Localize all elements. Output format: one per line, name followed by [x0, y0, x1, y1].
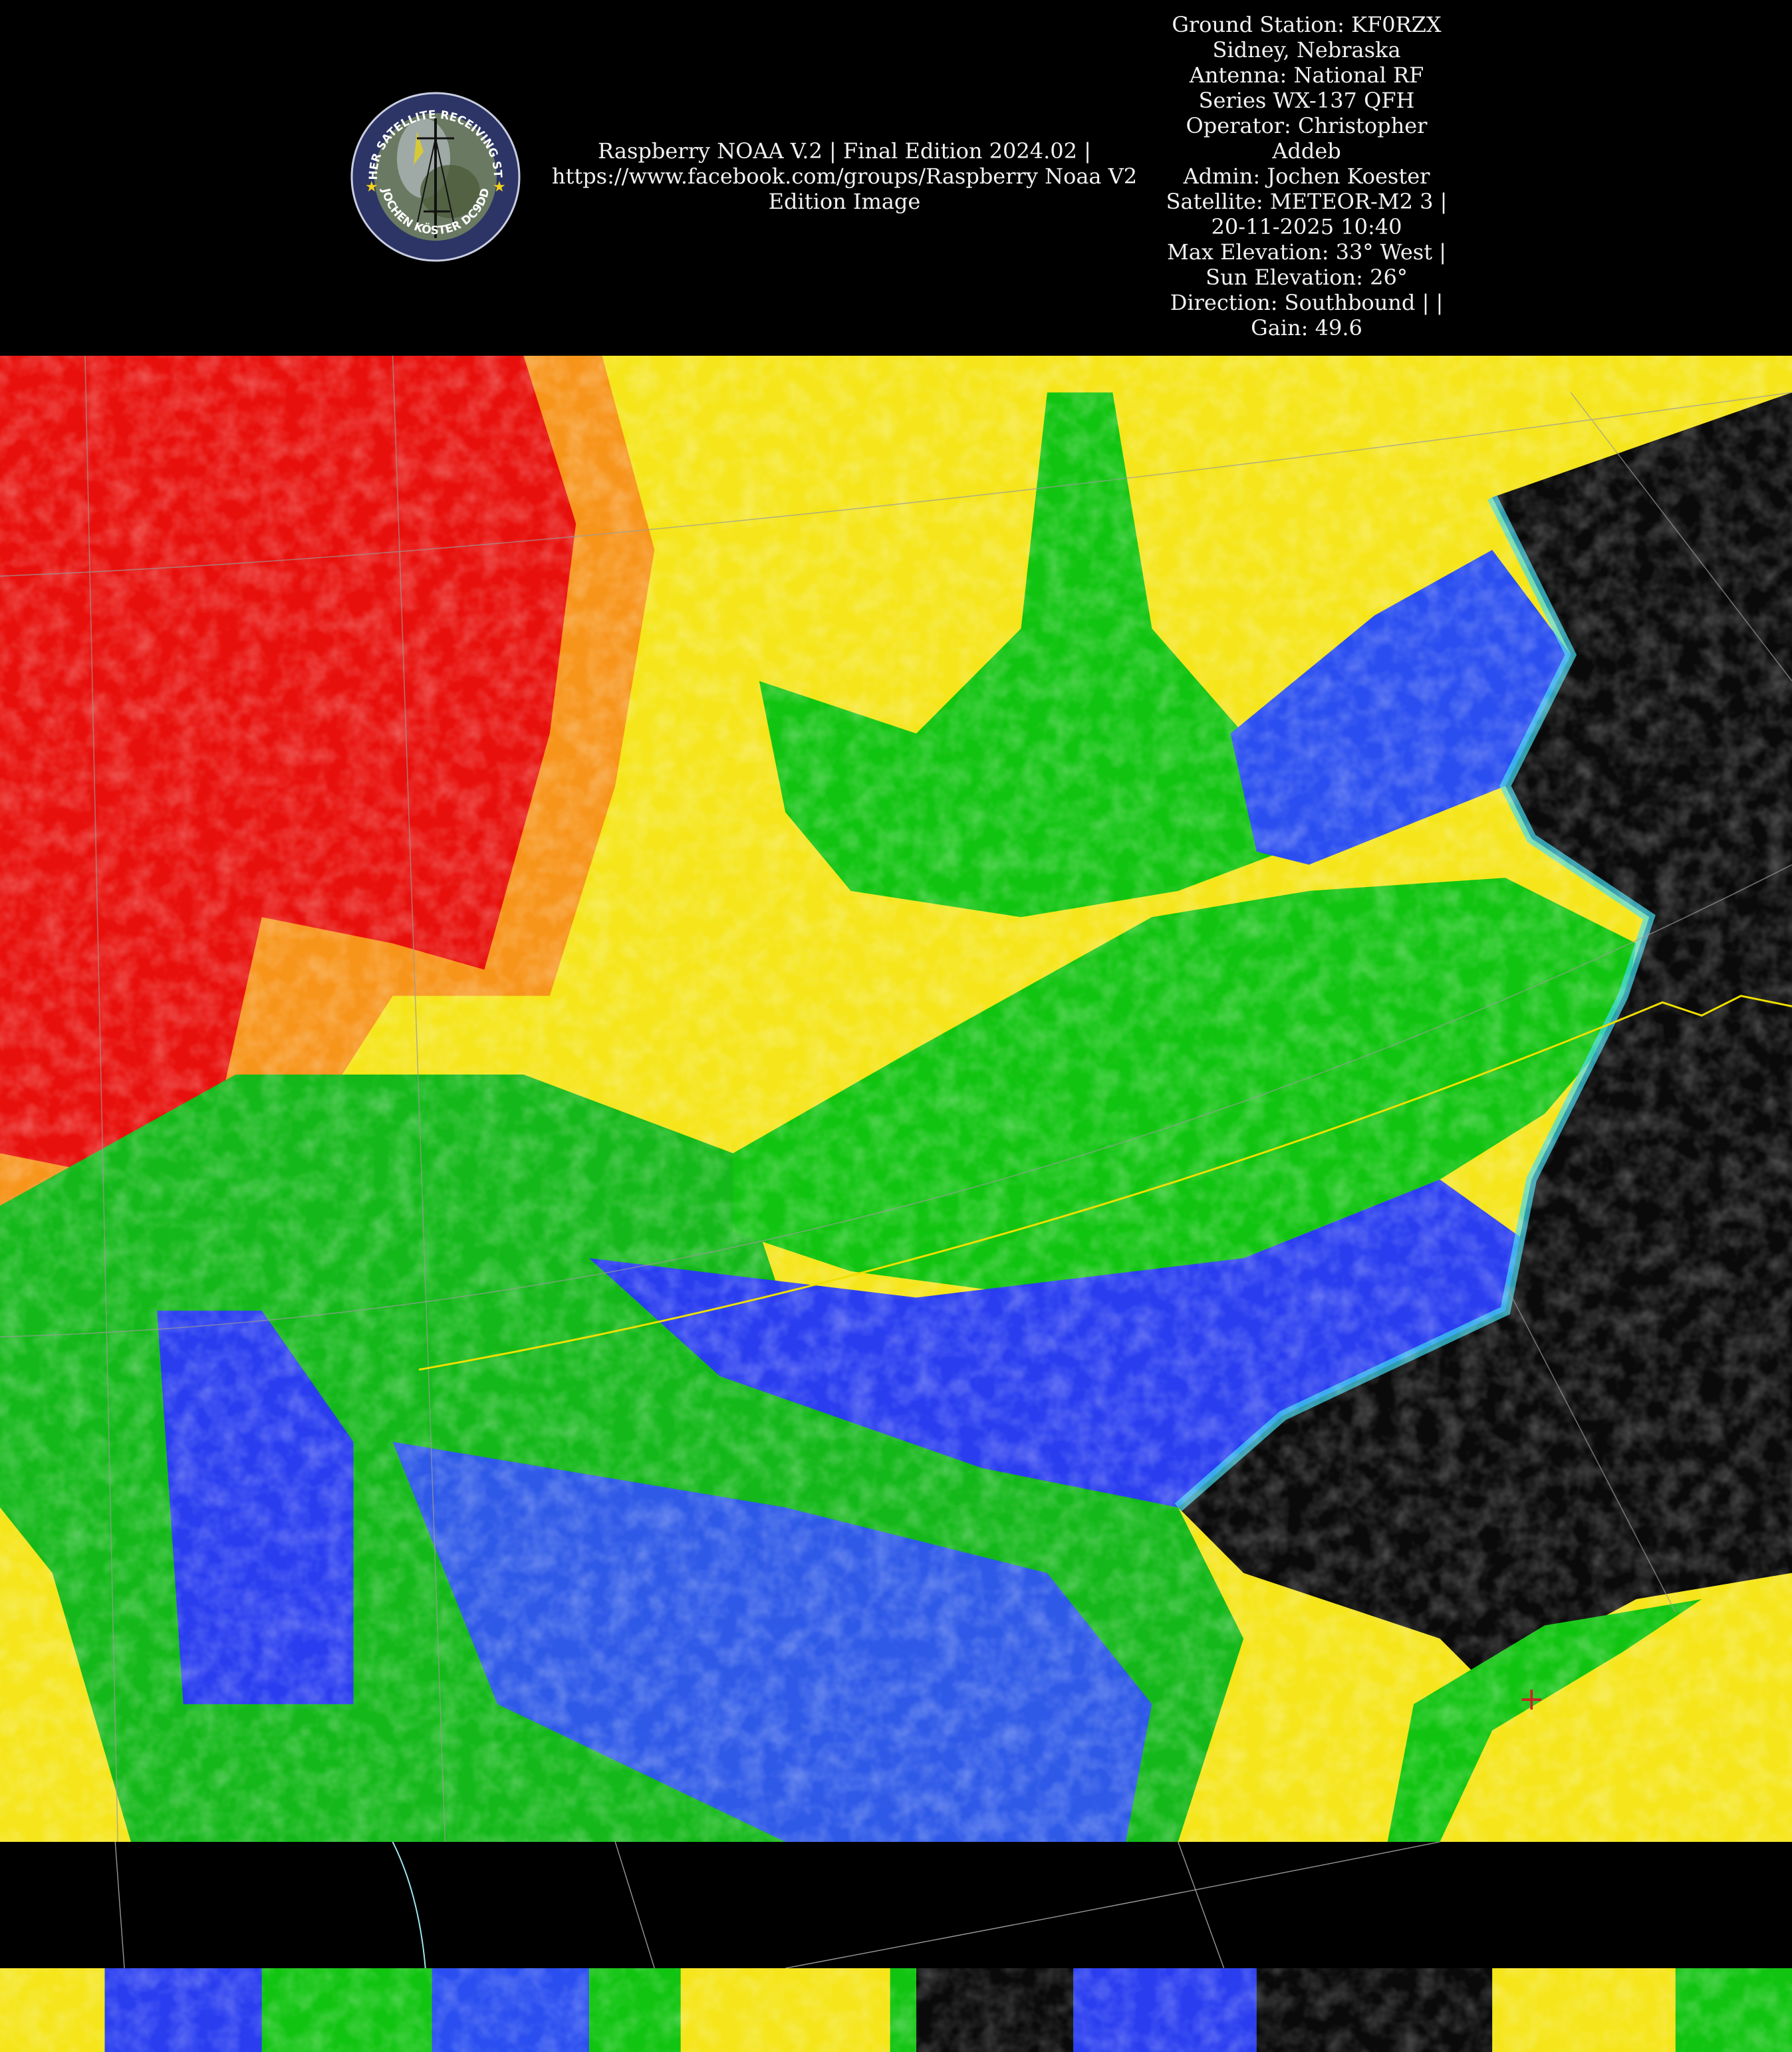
info-operator-name: Addeb [1272, 138, 1341, 164]
lat-lon-grid [0, 356, 1792, 1842]
caption-line: Edition Image [768, 189, 921, 214]
software-caption: Raspberry NOAA V.2 | Final Edition 2024.… [519, 138, 1170, 214]
info-location: Sidney, Nebraska [1212, 37, 1401, 63]
info-ground-station: Ground Station: KF0RZX [1172, 12, 1442, 37]
info-direction: Direction: Southbound | | [1170, 290, 1444, 315]
star-icon: ★ [493, 179, 506, 195]
cloud-texture [0, 356, 1792, 1842]
next-image-strip [0, 1968, 1792, 2052]
info-sun-elevation: Sun Elevation: 26° [1206, 265, 1408, 290]
info-admin: Admin: Jochen Koester [1183, 164, 1430, 189]
caption-line: Raspberry NOAA V.2 | Final Edition 2024.… [598, 138, 1091, 164]
info-satellite: Satellite: METEOR-M2 3 | [1166, 189, 1448, 214]
info-gain: Gain: 49.6 [1251, 315, 1362, 340]
caption-line: https://www.facebook.com/groups/Raspberr… [551, 164, 1138, 189]
no-data-band [0, 1841, 1792, 1969]
info-antenna: Antenna: National RF [1189, 63, 1424, 88]
info-datetime: 20-11-2025 10:40 [1211, 214, 1402, 239]
station-logo: WEATHER SATELLITE RECEIVING STATION JOCH… [350, 92, 521, 262]
info-max-elevation: Max Elevation: 33° West | [1166, 239, 1446, 265]
satellite-image: + [0, 356, 1792, 1842]
band-grid [114, 1841, 1440, 1969]
border-line [418, 995, 1792, 1371]
star-icon: ★ [365, 179, 378, 195]
pass-info: Ground Station: KF0RZX Sidney, Nebraska … [1130, 12, 1483, 340]
image-header: WEATHER SATELLITE RECEIVING STATION JOCH… [0, 0, 1792, 356]
station-marker-icon: + [1519, 1681, 1545, 1718]
info-operator: Operator: Christopher [1186, 113, 1428, 138]
info-antenna-model: Series WX-137 QFH [1198, 88, 1415, 113]
